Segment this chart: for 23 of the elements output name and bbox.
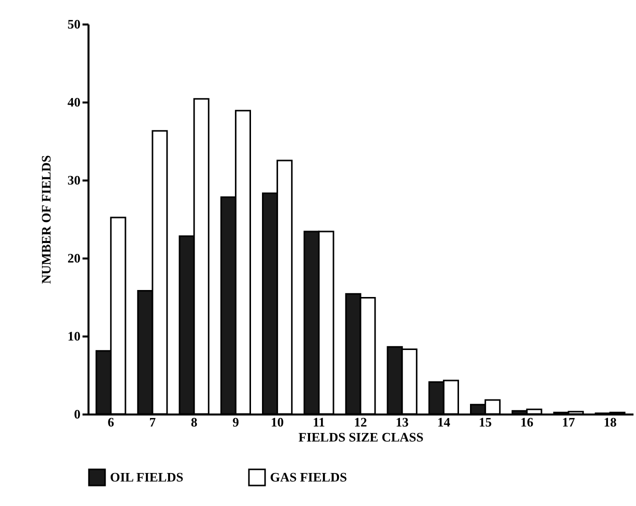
x-tick-label: 12 [354, 414, 367, 430]
x-tick-label: 8 [190, 414, 198, 430]
x-axis-title: FIELDS SIZE CLASS [298, 430, 424, 444]
x-tick-label: 16 [520, 414, 534, 430]
x-tick-label: 10 [270, 414, 284, 430]
x-tick-label: 14 [437, 414, 451, 430]
x-tick-label: 13 [396, 414, 410, 430]
y-tick-label: 0 [74, 406, 80, 422]
x-tick-label: 18 [604, 414, 618, 430]
legend-label: OIL FIELDS [110, 469, 184, 484]
x-tick-label: 6 [108, 414, 115, 430]
y-tick-label: 30 [68, 172, 80, 188]
y-tick-label: 20 [68, 250, 80, 266]
x-tick-label: 17 [562, 414, 576, 430]
x-tick-label: 11 [312, 414, 326, 430]
legend-label: GAS FIELDS [270, 469, 347, 484]
x-tick-label: 7 [149, 414, 156, 430]
y-tick-label: 10 [68, 328, 80, 344]
y-tick-label: 50 [68, 16, 80, 32]
x-tick-label: 9 [232, 414, 240, 430]
x-tick-label: 15 [478, 414, 492, 430]
y-axis-title: NUMBER OF FIELDS [38, 155, 54, 284]
y-tick-label: 40 [68, 94, 80, 110]
